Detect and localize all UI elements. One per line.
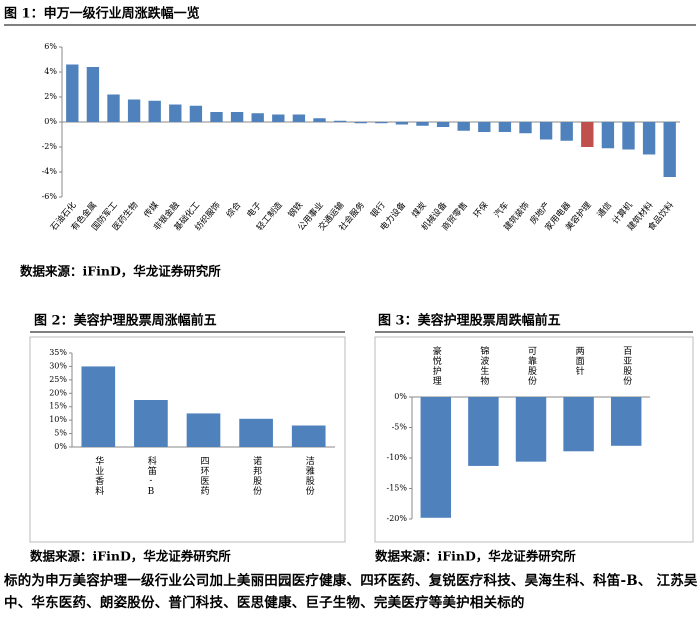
figure-title: 图 2：美容护理股票周涨幅前五	[34, 313, 217, 329]
bar	[354, 122, 367, 124]
bar	[189, 105, 203, 122]
x-tick-label: 银行	[368, 199, 388, 219]
y-tick-label: -4%	[42, 167, 58, 176]
bar	[251, 113, 264, 122]
y-tick-label: 25%	[49, 375, 67, 384]
bar	[127, 99, 141, 122]
bar	[107, 94, 120, 122]
bar	[436, 122, 450, 127]
bar	[581, 122, 594, 147]
bar	[81, 366, 116, 447]
source: 数据来源：iFinD，华龙证券研究所	[19, 264, 221, 279]
bar	[230, 112, 244, 122]
y-tick-label: 35%	[49, 348, 67, 357]
x-tick-label: 四环医药	[199, 456, 210, 496]
bar	[663, 122, 676, 177]
bar	[416, 122, 429, 126]
y-tick-label: 10%	[49, 415, 67, 424]
figure-3-frame	[374, 336, 694, 543]
bar	[186, 413, 221, 447]
bar	[86, 67, 100, 122]
bar	[563, 397, 594, 452]
bar	[272, 114, 285, 122]
bar	[539, 122, 553, 140]
figure-title: 图 3：美容护理股票周跌幅前五	[378, 313, 561, 329]
bar	[560, 122, 573, 141]
y-tick-label: 5%	[54, 429, 67, 438]
bar	[395, 122, 409, 125]
y-tick-label: 0%	[394, 392, 407, 401]
body-text: 标的为申万美容护理一级行业公司加上美丽田园医疗健康、四环医药、复锐医疗科技、昊海…	[4, 573, 698, 611]
x-tick-label: 传媒	[142, 199, 162, 219]
bar	[313, 118, 326, 122]
y-tick-label: 4%	[44, 67, 57, 76]
bar	[515, 397, 547, 462]
bar	[478, 122, 491, 132]
x-tick-label: 两面针	[574, 346, 585, 376]
bar	[239, 418, 273, 447]
bar	[610, 397, 642, 446]
bar	[642, 122, 656, 155]
bar	[169, 104, 182, 122]
x-tick-label: 综合	[224, 199, 244, 219]
bar	[498, 122, 512, 132]
figure-2-frame	[29, 336, 346, 543]
x-tick-label: 华业香料	[93, 455, 104, 496]
bar	[148, 100, 161, 122]
y-tick-label: 2%	[44, 92, 57, 101]
bar	[420, 397, 452, 518]
bar	[66, 64, 79, 122]
y-tick-label: -5%	[392, 423, 408, 432]
y-tick-label: -15%	[387, 484, 408, 493]
source: 数据来源：iFinD，华龙证券研究所	[374, 549, 576, 564]
bar	[375, 122, 388, 124]
bar	[622, 122, 635, 150]
y-tick-label: 15%	[49, 402, 67, 411]
y-tick-label: -20%	[387, 514, 408, 523]
bar	[468, 397, 499, 466]
y-tick-label: -6%	[42, 192, 58, 201]
x-tick-label: 百亚股份	[621, 346, 632, 386]
x-tick-label: 汽车	[492, 200, 511, 220]
x-tick-label: 环保	[471, 199, 491, 219]
x-tick-label: 可靠股份	[526, 346, 537, 386]
x-tick-label: 洁雅股份	[304, 455, 315, 496]
x-tick-label: 电子	[245, 199, 265, 219]
bar	[333, 120, 347, 122]
y-tick-label: 0%	[44, 117, 57, 126]
x-tick-label: 钢铁	[286, 199, 306, 219]
source: 数据来源：iFinD，华龙证券研究所	[29, 549, 231, 564]
bar	[457, 122, 470, 131]
x-tick-label: 豪悦护理	[431, 345, 442, 386]
y-tick-label: 0%	[54, 442, 67, 451]
y-tick-label: -10%	[387, 453, 408, 462]
bar	[210, 112, 223, 122]
figure-title: 图 1：申万一级行业周涨跌幅一览	[4, 6, 200, 22]
x-tick-label: 锦波生物	[478, 345, 489, 386]
y-tick-label: -2%	[42, 142, 58, 151]
bar	[519, 122, 532, 134]
bar	[291, 425, 326, 447]
y-tick-label: 30%	[49, 361, 67, 370]
x-tick-label: 煤炭	[409, 199, 429, 219]
x-tick-label: 诺邦股份	[251, 456, 262, 496]
y-tick-label: 6%	[44, 42, 57, 51]
x-tick-label: 科笛-B	[146, 455, 157, 498]
bar	[292, 114, 306, 122]
x-tick-label: 通信	[595, 199, 615, 219]
bar	[601, 122, 615, 149]
y-tick-label: 20%	[49, 388, 67, 397]
bar	[134, 400, 168, 447]
